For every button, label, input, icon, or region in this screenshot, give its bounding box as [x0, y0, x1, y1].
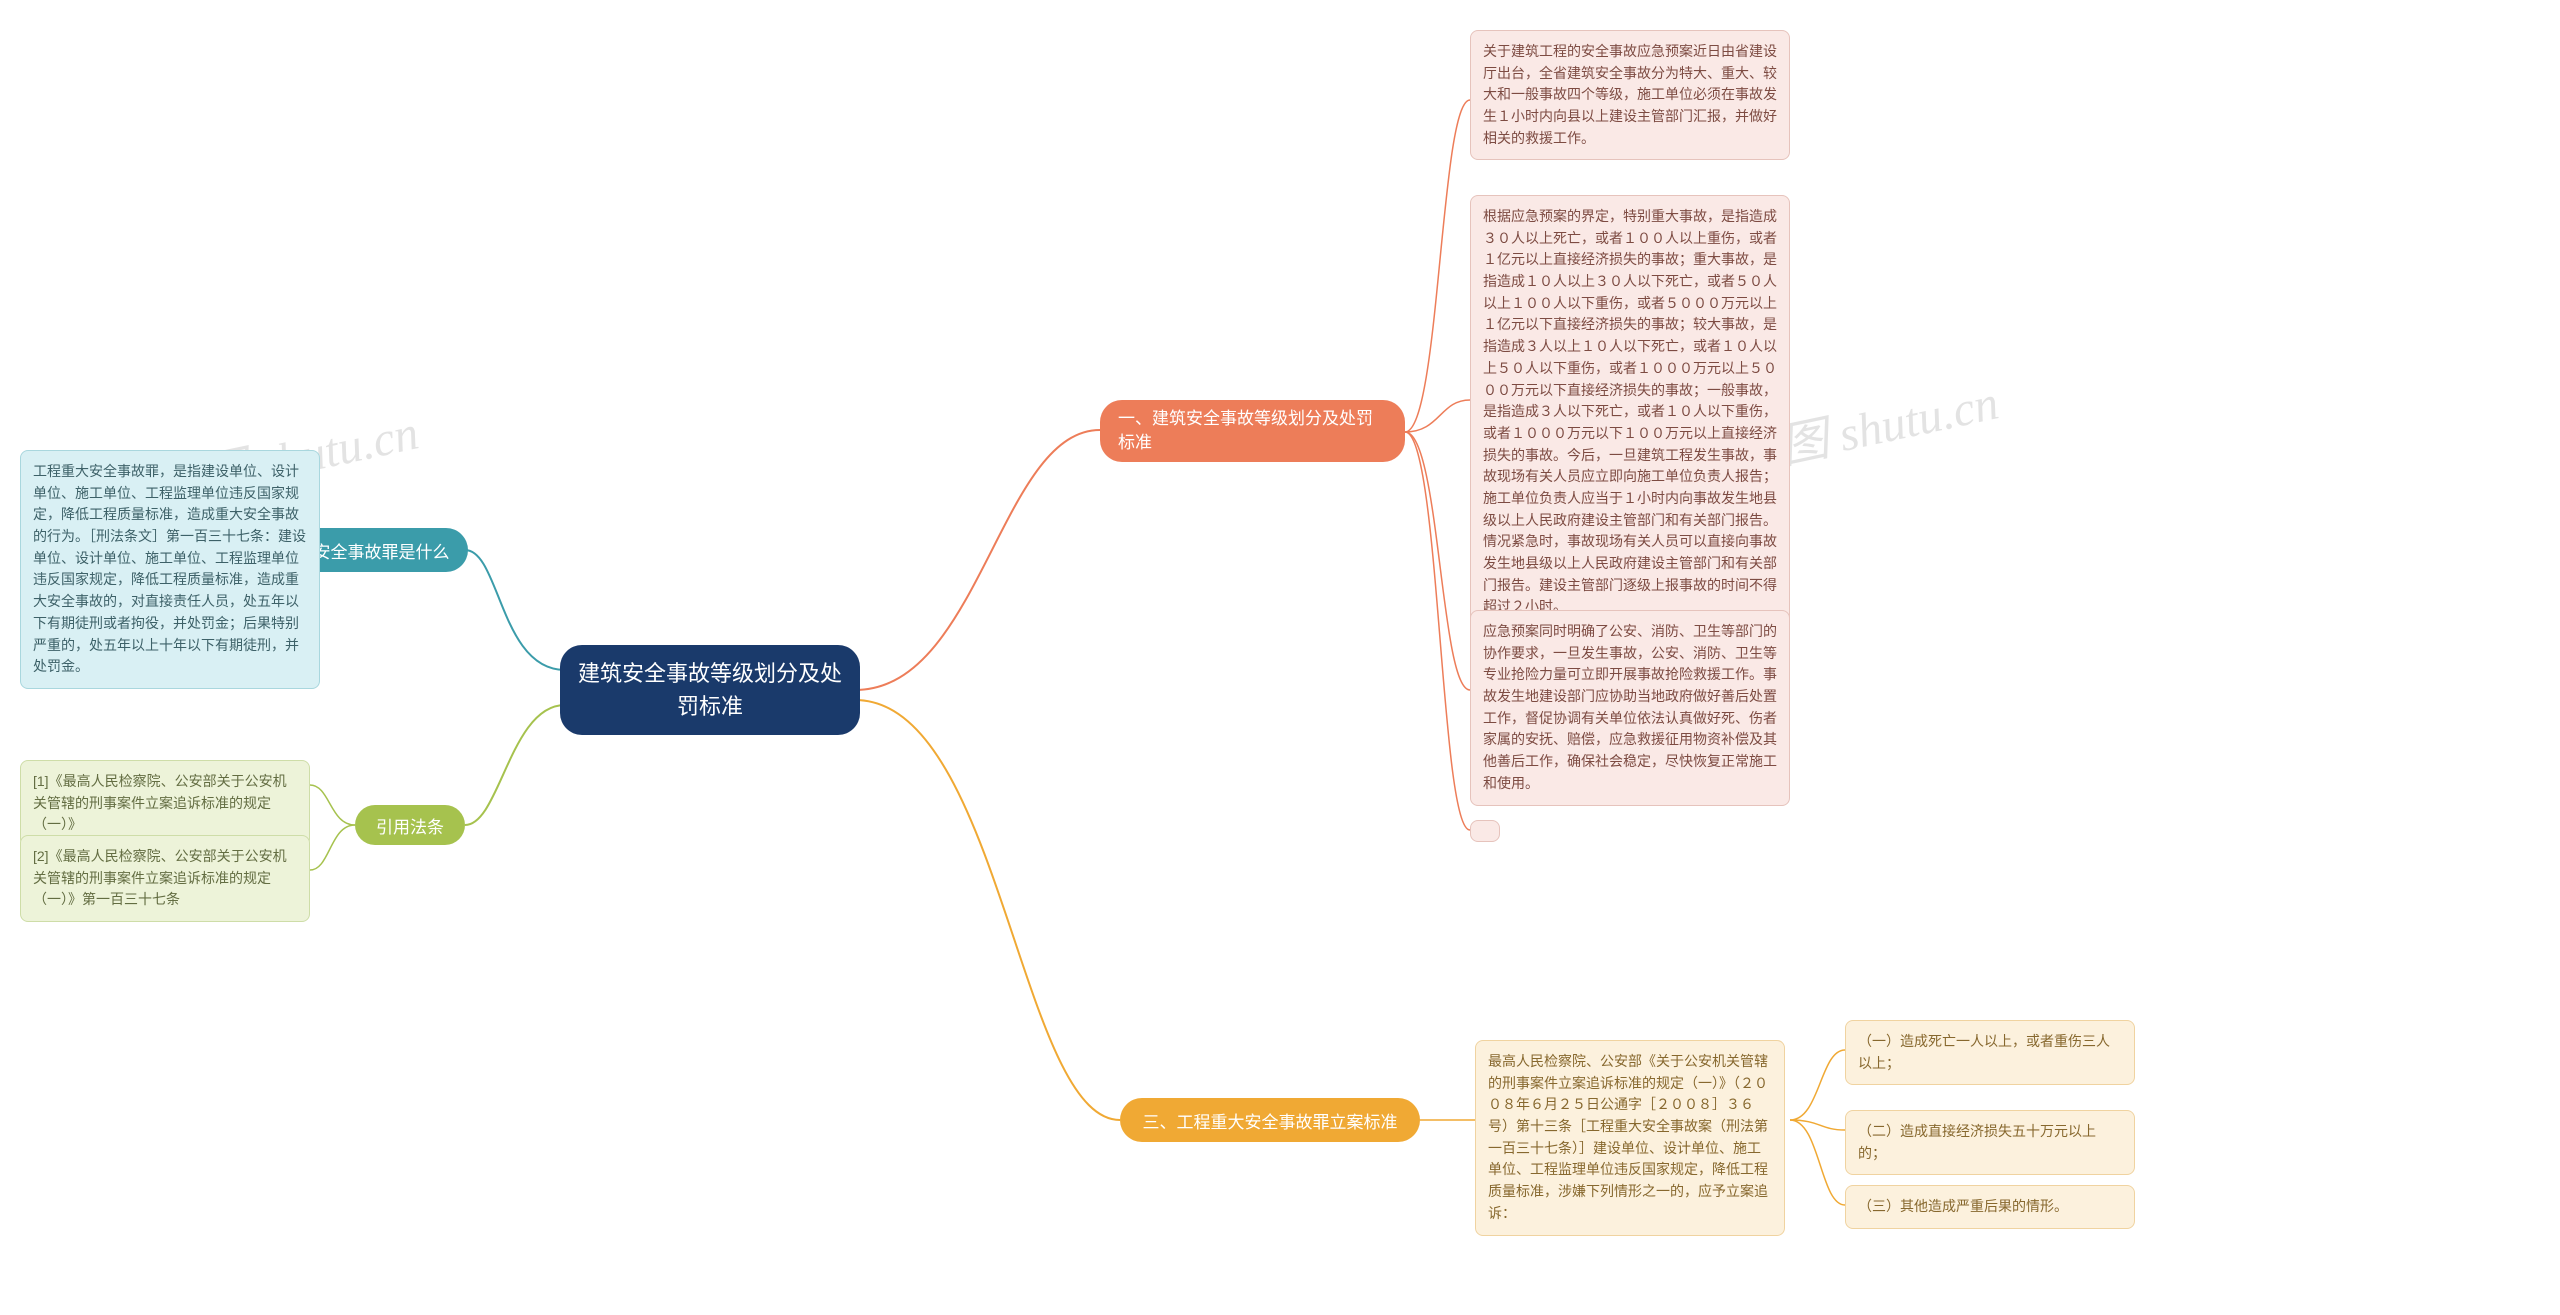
leaf-node[interactable]: [1]《最高人民检察院、公安部关于公安机关管辖的刑事案件立案追诉标准的规定（一）… [20, 760, 310, 847]
branch-label: 引用法条 [376, 813, 444, 838]
branch-node-1[interactable]: 一、建筑安全事故等级划分及处罚标准 [1100, 400, 1405, 462]
leaf-text: 工程重大安全事故罪，是指建设单位、设计单位、施工单位、工程监理单位违反国家规定，… [33, 463, 306, 674]
branch-label: 一、建筑安全事故等级划分及处罚标准 [1118, 407, 1387, 455]
leaf-text: （二）造成直接经济损失五十万元以上的； [1858, 1123, 2096, 1161]
leaf-text: （一）造成死亡一人以上，或者重伤三人以上； [1858, 1033, 2110, 1071]
branch-node-3[interactable]: 引用法条 [355, 805, 465, 845]
leaf-node[interactable]: （二）造成直接经济损失五十万元以上的； [1845, 1110, 2135, 1175]
branch-label: 三、工程重大安全事故罪立案标准 [1143, 1108, 1398, 1133]
leaf-node[interactable]: [2]《最高人民检察院、公安部关于公安机关管辖的刑事案件立案追诉标准的规定（一）… [20, 835, 310, 922]
leaf-node[interactable]: 根据应急预案的界定，特别重大事故，是指造成３０人以上死亡，或者１００人以上重伤，… [1470, 195, 1790, 629]
leaf-node[interactable]: 关于建筑工程的安全事故应急预案近日由省建设厅出台，全省建筑安全事故分为特大、重大… [1470, 30, 1790, 160]
leaf-text: 根据应急预案的界定，特别重大事故，是指造成３０人以上死亡，或者１００人以上重伤，… [1483, 208, 1777, 614]
branch-node-4[interactable]: 三、工程重大安全事故罪立案标准 [1120, 1098, 1420, 1142]
leaf-node[interactable]: （一）造成死亡一人以上，或者重伤三人以上； [1845, 1020, 2135, 1085]
leaf-text: 关于建筑工程的安全事故应急预案近日由省建设厅出台，全省建筑安全事故分为特大、重大… [1483, 43, 1777, 146]
root-title: 建筑安全事故等级划分及处罚标准 [578, 657, 842, 723]
leaf-text: [2]《最高人民检察院、公安部关于公安机关管辖的刑事案件立案追诉标准的规定（一）… [33, 848, 287, 907]
leaf-node[interactable]: （三）其他造成严重后果的情形。 [1845, 1185, 2135, 1229]
root-node[interactable]: 建筑安全事故等级划分及处罚标准 [560, 645, 860, 735]
leaf-node-empty[interactable] [1470, 820, 1500, 842]
leaf-text: （三）其他造成严重后果的情形。 [1858, 1198, 2068, 1214]
leaf-node[interactable]: 最高人民检察院、公安部《关于公安机关管辖的刑事案件立案追诉标准的规定（一）》（２… [1475, 1040, 1785, 1236]
leaf-node[interactable]: 工程重大安全事故罪，是指建设单位、设计单位、施工单位、工程监理单位违反国家规定，… [20, 450, 320, 689]
leaf-text: 最高人民检察院、公安部《关于公安机关管辖的刑事案件立案追诉标准的规定（一）》（２… [1488, 1053, 1768, 1221]
leaf-text: 应急预案同时明确了公安、消防、卫生等部门的协作要求，一旦发生事故，公安、消防、卫… [1483, 623, 1777, 791]
leaf-text: [1]《最高人民检察院、公安部关于公安机关管辖的刑事案件立案追诉标准的规定（一）… [33, 773, 287, 832]
leaf-node[interactable]: 应急预案同时明确了公安、消防、卫生等部门的协作要求，一旦发生事故，公安、消防、卫… [1470, 610, 1790, 806]
leaf-text [1473, 825, 1487, 841]
